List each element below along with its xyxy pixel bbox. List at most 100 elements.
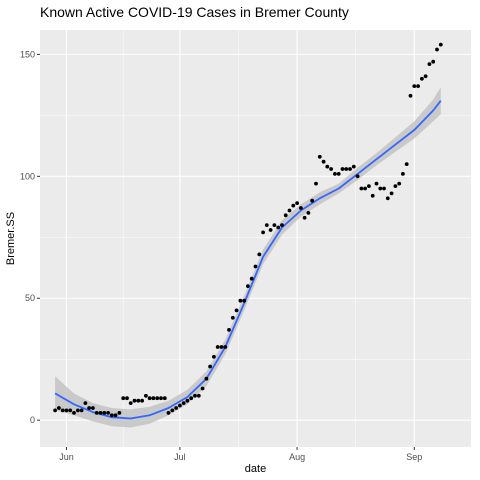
data-point bbox=[181, 401, 186, 405]
data-point bbox=[64, 408, 69, 413]
data-point bbox=[178, 403, 182, 408]
y-tick-label: 100 bbox=[20, 171, 35, 181]
data-point bbox=[363, 186, 367, 191]
data-point bbox=[121, 396, 126, 401]
data-point bbox=[125, 396, 129, 401]
y-axis: 0 50 100 150 bbox=[20, 49, 40, 425]
data-point bbox=[72, 411, 76, 415]
data-point bbox=[261, 230, 265, 235]
data-point bbox=[109, 413, 114, 418]
data-point bbox=[106, 411, 110, 415]
data-point bbox=[306, 211, 311, 215]
data-point bbox=[166, 411, 171, 415]
data-point bbox=[423, 74, 428, 79]
data-point bbox=[147, 396, 152, 401]
data-point bbox=[189, 396, 194, 401]
data-point bbox=[325, 164, 330, 169]
data-point bbox=[408, 93, 413, 98]
data-point bbox=[155, 396, 160, 401]
data-point bbox=[397, 181, 402, 186]
data-point bbox=[393, 184, 398, 189]
data-point bbox=[75, 408, 80, 413]
y-tick-label: 0 bbox=[30, 415, 35, 425]
data-point bbox=[321, 159, 326, 164]
data-point bbox=[420, 76, 424, 81]
data-point bbox=[151, 396, 156, 401]
data-point bbox=[136, 398, 141, 403]
data-point bbox=[299, 206, 303, 210]
smooth-line bbox=[54, 100, 442, 420]
data-point bbox=[227, 328, 231, 332]
data-point bbox=[435, 47, 439, 52]
x-tick-label: Aug bbox=[289, 452, 305, 462]
data-point bbox=[79, 408, 84, 413]
data-point bbox=[378, 186, 383, 191]
data-point bbox=[401, 172, 405, 176]
data-point bbox=[174, 406, 179, 410]
data-point bbox=[355, 174, 360, 179]
data-point bbox=[340, 167, 345, 171]
data-point bbox=[314, 181, 318, 186]
data-point bbox=[200, 386, 205, 391]
data-point bbox=[416, 84, 420, 88]
data-point bbox=[385, 196, 390, 201]
data-point bbox=[98, 411, 103, 415]
data-point bbox=[329, 167, 333, 171]
data-point bbox=[196, 393, 201, 398]
data-point bbox=[234, 308, 239, 313]
data-point bbox=[333, 172, 337, 176]
data-point bbox=[140, 398, 145, 403]
x-tick-label: Jun bbox=[59, 452, 74, 462]
data-point bbox=[431, 59, 436, 64]
data-point bbox=[382, 186, 386, 191]
data-point bbox=[60, 408, 65, 413]
data-point bbox=[230, 315, 235, 320]
data-point bbox=[94, 411, 99, 415]
chart-title: Known Active COVID-19 Cases in Bremer Co… bbox=[40, 4, 349, 20]
data-point bbox=[272, 223, 277, 228]
data-point bbox=[412, 84, 417, 88]
data-point bbox=[246, 284, 250, 288]
x-tick-label: Sep bbox=[406, 452, 422, 462]
data-point bbox=[219, 345, 224, 349]
x-axis: Jun Jul Aug Sep bbox=[59, 447, 422, 462]
y-tick-label: 150 bbox=[20, 49, 35, 59]
data-point bbox=[204, 376, 209, 381]
data-point bbox=[53, 408, 57, 413]
x-axis-title: date bbox=[245, 463, 266, 475]
y-tick-label: 50 bbox=[25, 293, 35, 303]
grid-major bbox=[40, 30, 471, 447]
data-point bbox=[404, 162, 409, 167]
smooth-line-layer bbox=[54, 100, 442, 420]
y-axis-title: Bremer.SS bbox=[5, 212, 17, 265]
points-layer bbox=[53, 42, 443, 418]
data-point bbox=[159, 396, 163, 401]
data-point bbox=[438, 42, 443, 47]
data-point bbox=[215, 345, 220, 349]
data-point bbox=[102, 411, 107, 415]
data-point bbox=[351, 164, 356, 169]
data-point bbox=[170, 408, 175, 413]
data-point bbox=[370, 193, 375, 198]
data-point bbox=[276, 225, 281, 230]
data-point bbox=[223, 345, 228, 349]
data-point bbox=[359, 186, 364, 191]
data-point bbox=[242, 298, 247, 303]
x-tick-label: Jul bbox=[174, 452, 186, 462]
data-point bbox=[268, 228, 273, 232]
data-point bbox=[389, 191, 394, 196]
data-point bbox=[317, 154, 322, 159]
data-point bbox=[287, 208, 292, 213]
data-point bbox=[128, 401, 133, 405]
data-point bbox=[295, 201, 299, 206]
data-point bbox=[367, 184, 371, 189]
data-point bbox=[344, 167, 349, 171]
data-point bbox=[117, 411, 122, 415]
data-point bbox=[87, 406, 91, 410]
data-point bbox=[310, 198, 315, 203]
data-point bbox=[283, 213, 288, 218]
data-point bbox=[83, 401, 88, 405]
data-point bbox=[238, 298, 243, 303]
plot-panel bbox=[40, 30, 471, 447]
